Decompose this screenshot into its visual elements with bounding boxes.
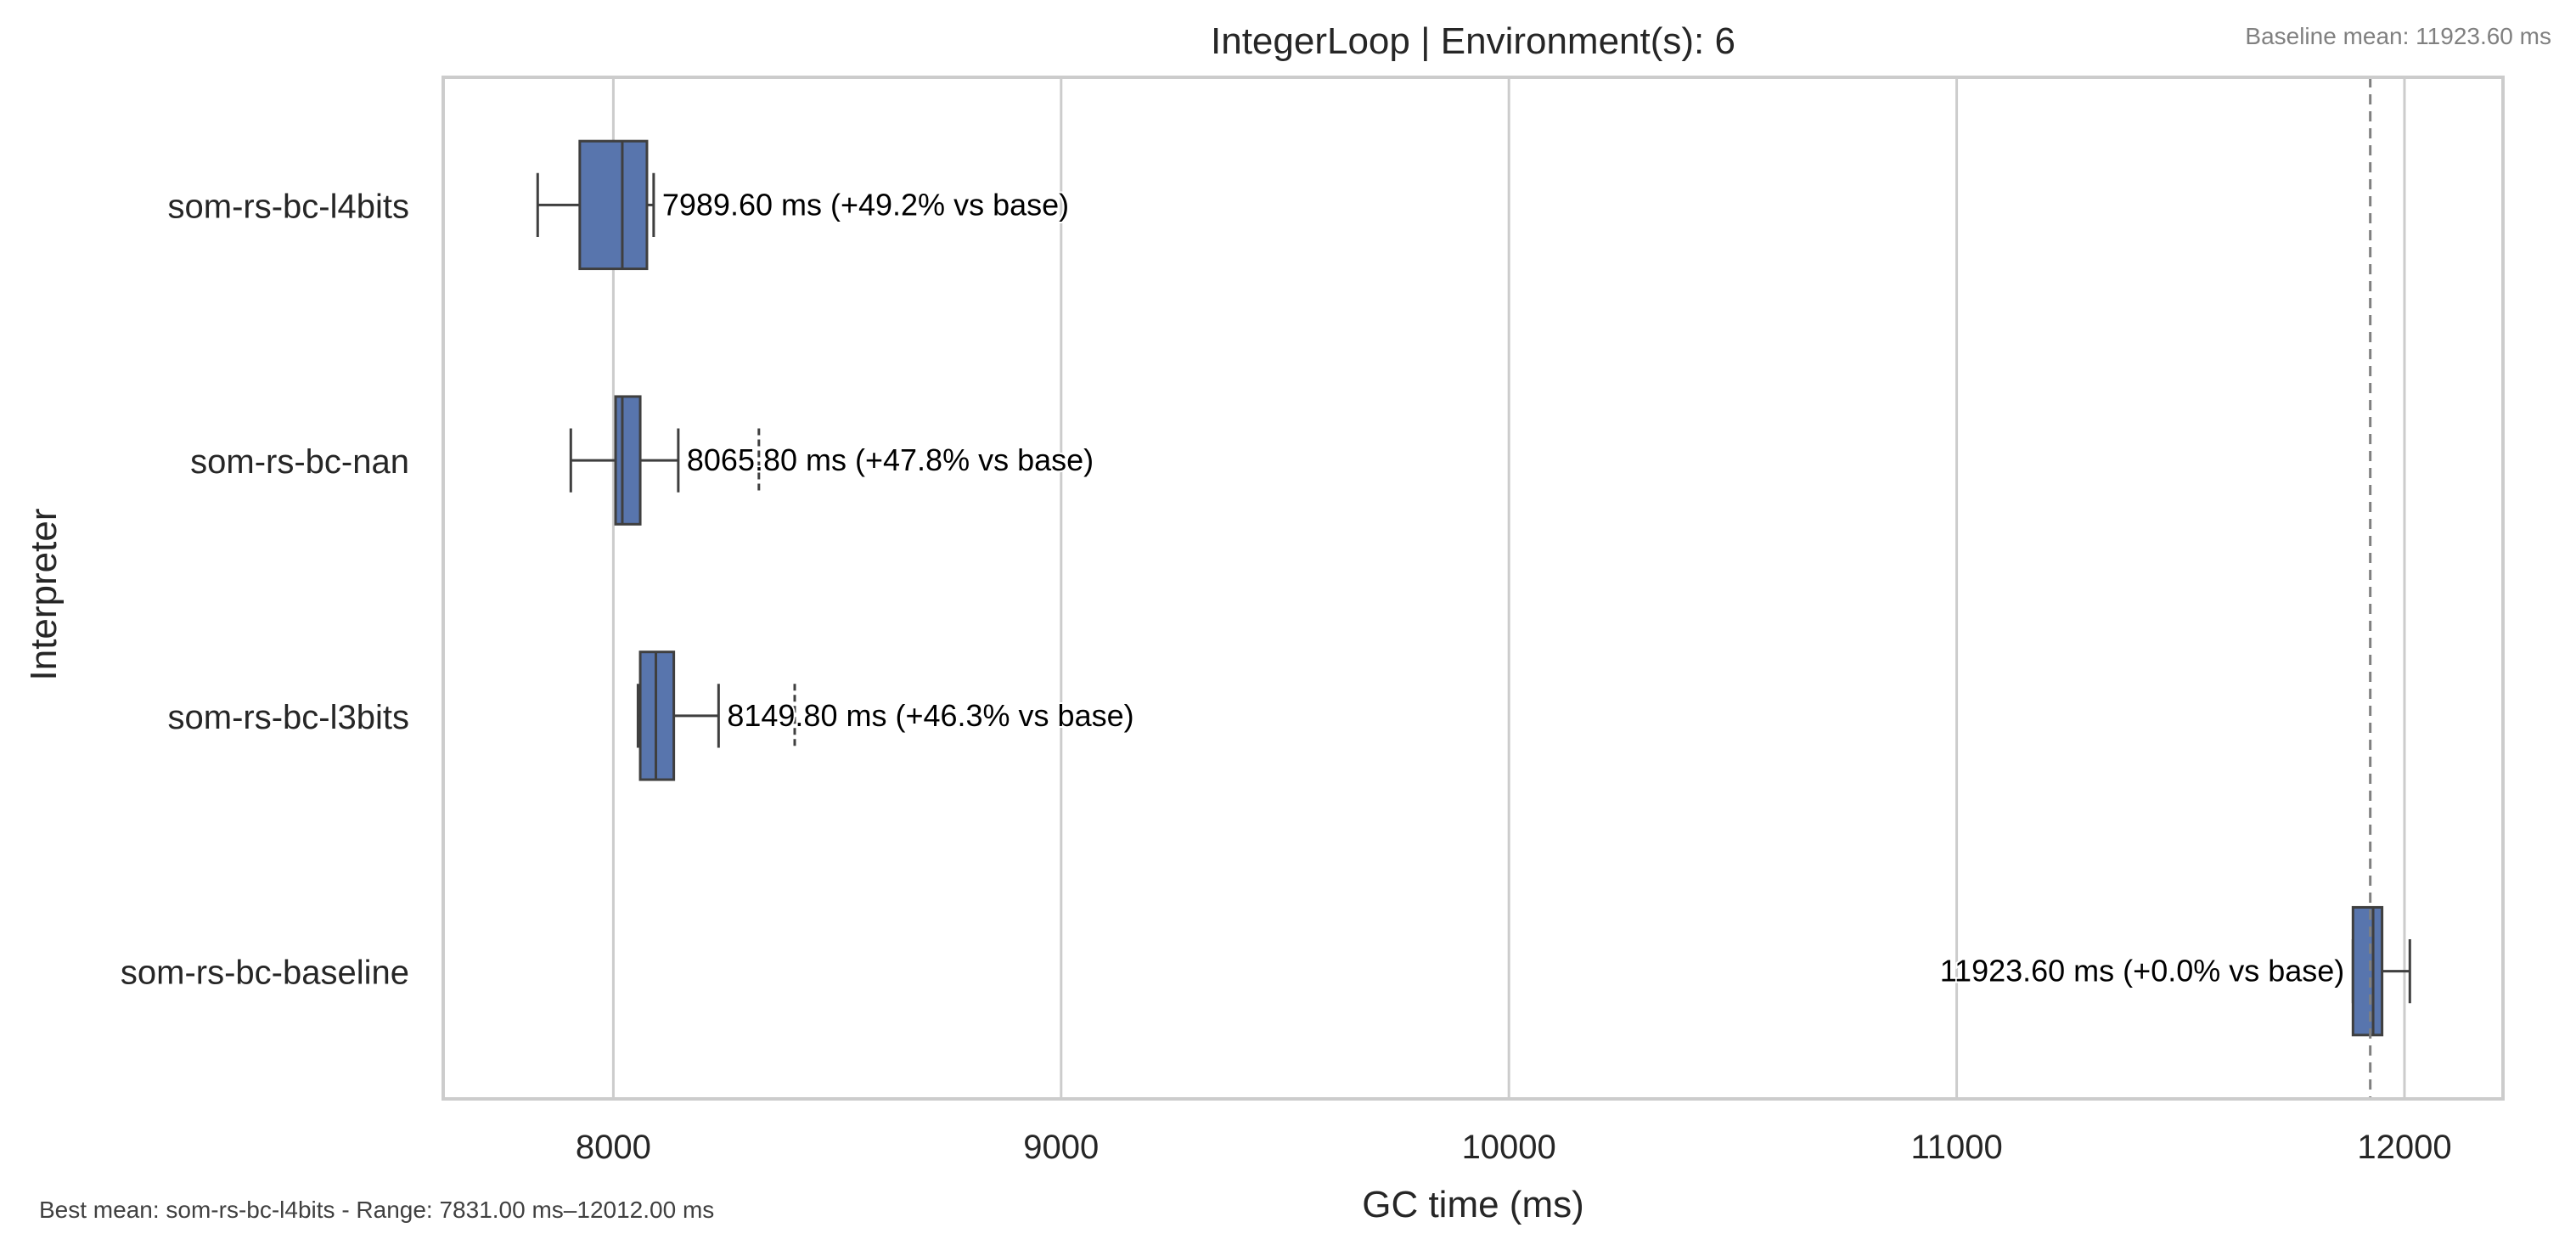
- x-tick-label: 11000: [1910, 1129, 2002, 1166]
- baseline-note: Baseline mean: 11923.60 ms: [2245, 23, 2551, 49]
- box-group: [569, 395, 761, 526]
- data-labels: 7989.60 ms (+49.2% vs base) 8065.80 ms (+…: [661, 185, 2346, 989]
- axis-ticks: 8000 9000 10000 11000 12000 som-rs-bc-l4bits s…: [121, 188, 2452, 1166]
- box-group: [2351, 905, 2411, 1037]
- mean-data-label: 7989.60 ms (+49.2% vs base): [662, 187, 1069, 222]
- mean-data-label: 8065.80 ms (+47.8% vs base): [687, 442, 1094, 477]
- y-axis-label: Interpreter: [23, 509, 65, 681]
- y-tick-label: som-rs-bc-l3bits: [168, 699, 409, 736]
- x-axis-label: GC time (ms): [1362, 1184, 1584, 1225]
- y-tick-label: som-rs-bc-l4bits: [168, 188, 409, 225]
- box-iqr: [578, 139, 649, 271]
- x-tick-label: 9000: [1023, 1129, 1099, 1166]
- box-group: [536, 139, 655, 271]
- chart-title: IntegerLoop | Environment(s): 6: [1211, 20, 1735, 62]
- box-group: [636, 651, 796, 781]
- boxes: [536, 139, 2411, 1037]
- box-iqr: [614, 395, 642, 526]
- y-tick-label: som-rs-bc-baseline: [121, 955, 409, 992]
- x-tick-label: 8000: [576, 1129, 651, 1166]
- mean-data-label: 8149.80 ms (+46.3% vs base): [727, 698, 1133, 733]
- plot-frame: [442, 76, 2505, 1101]
- x-tick-label: 12000: [2357, 1129, 2451, 1166]
- footer-note: Best mean: som-rs-bc-l4bits - Range: 783…: [39, 1197, 714, 1223]
- x-tick-label: 10000: [1462, 1129, 1556, 1166]
- y-tick-label: som-rs-bc-nan: [190, 443, 409, 481]
- mean-data-label: 11923.60 ms (+0.0% vs base): [1940, 954, 2345, 988]
- box-iqr: [2351, 905, 2384, 1037]
